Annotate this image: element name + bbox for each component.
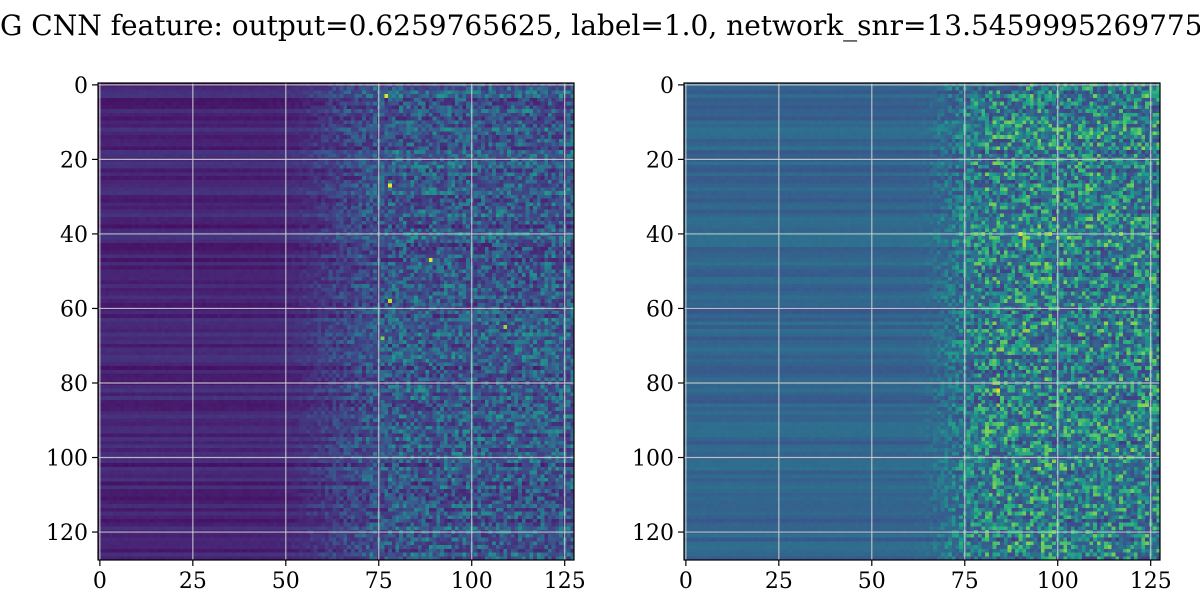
right-panel-ytick-label-80: 80: [646, 372, 674, 397]
left-panel-ytick-label-40: 40: [60, 223, 88, 248]
left-panel-xtick-label-50: 50: [272, 569, 300, 594]
right-panel-xtick-label-0: 0: [679, 569, 693, 594]
figure-title: G CNN feature: output=0.6259765625, labe…: [0, 9, 1200, 42]
left-panel-heatmap-image: [98, 83, 574, 560]
right-panel-ytick-label-20: 20: [646, 148, 674, 173]
left-panel-xtick-label-75: 75: [365, 569, 393, 594]
left-panel-ytick-label-80: 80: [60, 372, 88, 397]
right-panel-axes-frame: [683, 82, 1161, 561]
left-panel-ytick-label-120: 120: [46, 521, 88, 546]
right-panel-ytick-label-120: 120: [632, 521, 674, 546]
right-panel-ytick-label-60: 60: [646, 297, 674, 322]
left-panel-ytick-label-0: 0: [74, 74, 88, 99]
left-panel-ytick-label-60: 60: [60, 297, 88, 322]
left-panel-axes-frame: [97, 82, 575, 561]
right-panel-ytick-label-40: 40: [646, 223, 674, 248]
left-panel-xtick-label-125: 125: [544, 569, 586, 594]
right-panel: 0 25 50 75 100 125 0 20 40 60 80 100 120: [632, 74, 1172, 594]
right-panel-ytick-label-100: 100: [632, 447, 674, 472]
right-panel-xtick-label-125: 125: [1130, 569, 1172, 594]
left-panel-ytick-label-20: 20: [60, 148, 88, 173]
left-panel-xtick-label-100: 100: [451, 569, 493, 594]
right-panel-xtick-label-100: 100: [1037, 569, 1079, 594]
left-panel: 0 25 50 75 100 125 0 20 40 60 80 100 120: [46, 74, 586, 594]
left-panel-xtick-label-0: 0: [93, 569, 107, 594]
right-panel-xtick-label-50: 50: [858, 569, 886, 594]
right-panel-xtick-label-25: 25: [765, 569, 793, 594]
left-panel-ytick-label-100: 100: [46, 447, 88, 472]
right-panel-xtick-label-75: 75: [951, 569, 979, 594]
right-panel-heatmap-image: [684, 83, 1160, 560]
right-panel-ytick-label-0: 0: [660, 74, 674, 99]
left-panel-xtick-label-25: 25: [179, 569, 207, 594]
